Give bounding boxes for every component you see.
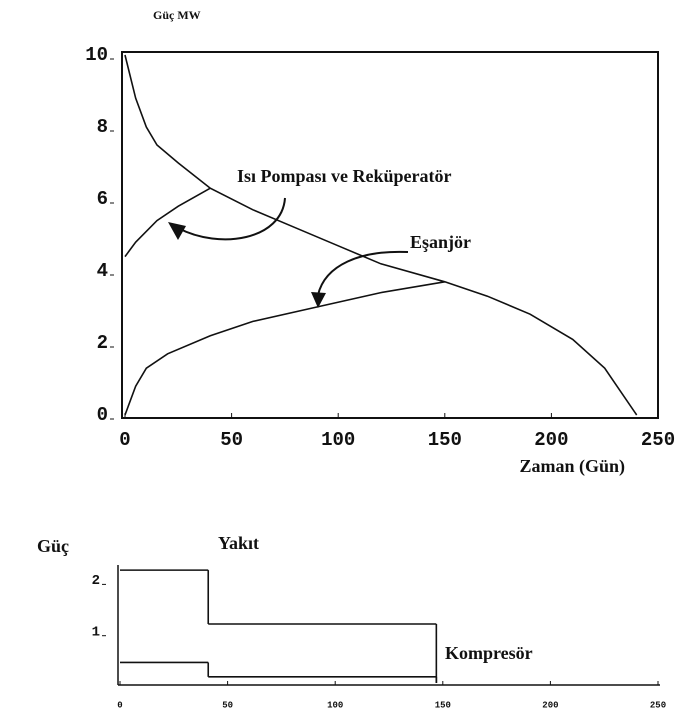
arrow	[177, 197, 286, 241]
x-tick-label: 100	[327, 700, 343, 710]
x-axis-label: Zaman (Gün)	[519, 456, 625, 477]
x-tick-label: 150	[435, 700, 451, 710]
y-tick-label: 4	[97, 260, 108, 282]
x-tick-label: 0	[117, 700, 122, 710]
arrow-head	[311, 292, 326, 308]
annotation: Isı Pompası ve Reküperatör	[237, 166, 452, 186]
x-tick-label: 250	[650, 700, 666, 710]
arrow-head	[168, 222, 186, 240]
y-tick-label: 10	[85, 44, 108, 66]
series-label: Yakıt	[218, 533, 259, 553]
series-label: Kompresör	[445, 643, 533, 663]
curve	[124, 281, 445, 416]
x-tick-label: 200	[534, 429, 568, 451]
plot-frame	[121, 51, 659, 419]
x-tick-label: 150	[428, 429, 462, 451]
curve	[124, 54, 638, 416]
y-tick-label: 6	[97, 188, 108, 210]
arrow	[317, 250, 409, 296]
y-axis-label: Güç	[37, 536, 69, 556]
curve	[124, 187, 211, 258]
y-tick-label: 2	[92, 573, 100, 589]
x-tick-label: 50	[222, 700, 233, 710]
y-axis-label: Güç MW	[153, 8, 201, 22]
y-tick-label: 2	[97, 332, 108, 354]
x-tick-label: 200	[542, 700, 558, 710]
x-tick-label: 50	[220, 429, 243, 451]
y-tick-label: 8	[97, 116, 108, 138]
x-tick-label: 100	[321, 429, 355, 451]
y-tick-label: 0	[97, 404, 108, 426]
y-tick-label: 1	[92, 624, 100, 640]
x-tick-label: 250	[641, 429, 675, 451]
annotation: Eşanjör	[410, 232, 471, 252]
x-tick-label: 0	[119, 429, 130, 451]
